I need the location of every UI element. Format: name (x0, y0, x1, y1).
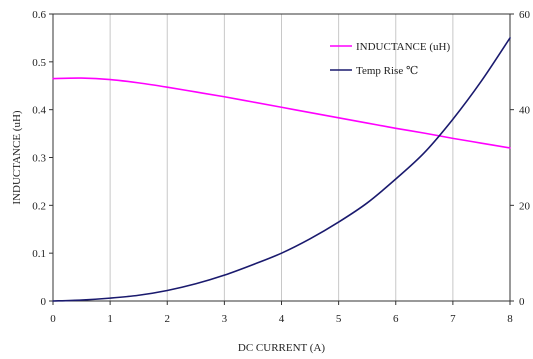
series-lines (52, 37, 511, 302)
x-tick-label: 8 (507, 313, 513, 325)
y-tick-label: 0.1 (32, 248, 46, 260)
series-line-inductance (52, 77, 511, 149)
legend-label-inductance: INDUCTANCE (uH) (356, 41, 450, 53)
y2-tick-label: 60 (519, 9, 531, 21)
x-tick-label: 4 (279, 313, 285, 325)
y-tick-label: 0.2 (32, 200, 46, 212)
legend-label-temp-rise: Temp Rise ℃ (356, 65, 418, 77)
gridlines (109, 14, 454, 301)
legend: INDUCTANCE (uH) Temp Rise ℃ (330, 41, 450, 77)
axes (49, 13, 514, 305)
x-axis-title: DC CURRENT (A) (238, 342, 326, 354)
x-tick-label: 2 (165, 313, 171, 325)
y-axis-title: INDUCTANCE (uH) (11, 110, 23, 204)
series-line-temp-rise (52, 37, 511, 302)
y2-tick-label: 20 (519, 200, 531, 212)
x-tick-label: 7 (450, 313, 456, 325)
x-tick-label: 5 (336, 313, 342, 325)
y-tick-label: 0.4 (32, 105, 46, 117)
x-tick-label: 3 (222, 313, 228, 325)
y-tick-label: 0.3 (32, 153, 46, 165)
x-tick-label: 0 (50, 313, 56, 325)
x-tick-label: 6 (393, 313, 399, 325)
x-tick-label: 1 (107, 313, 113, 325)
y-tick-label: 0 (41, 296, 47, 308)
y2-tick-label: 0 (519, 296, 525, 308)
y-tick-label: 0.5 (32, 57, 46, 69)
y-tick-label: 0.6 (32, 9, 46, 21)
y2-tick-label: 40 (519, 105, 531, 117)
